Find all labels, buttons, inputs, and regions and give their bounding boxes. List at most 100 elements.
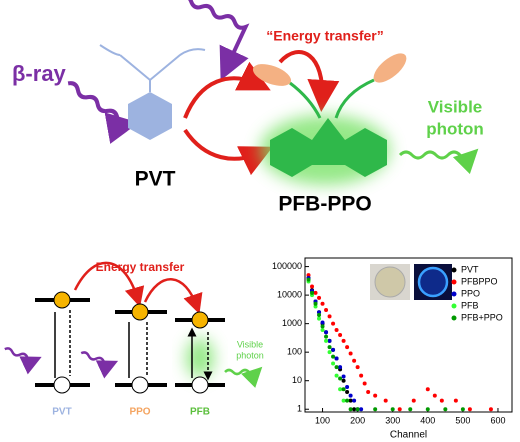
data-point xyxy=(443,407,448,412)
data-point xyxy=(327,314,332,319)
data-point xyxy=(324,334,329,339)
data-point xyxy=(341,338,346,343)
side-chain xyxy=(289,78,375,119)
data-point xyxy=(324,338,329,343)
data-point xyxy=(341,374,346,379)
legend-marker xyxy=(451,315,457,321)
data-point xyxy=(334,365,339,370)
data-point xyxy=(306,277,311,282)
data-point xyxy=(313,290,318,295)
electron xyxy=(131,303,149,321)
data-point xyxy=(341,398,346,403)
data-point xyxy=(348,393,353,398)
chart: 1 10 100 1000 10000 100000 100 200 300 400 500 600 C… xyxy=(272,257,513,441)
data-point xyxy=(331,361,336,366)
data-point xyxy=(331,354,336,359)
data-point xyxy=(348,398,353,403)
data-point xyxy=(338,365,343,370)
x-tick-label: 300 xyxy=(385,415,400,425)
x-tick-label: 100 xyxy=(315,415,330,425)
label: β-ray xyxy=(12,61,67,86)
label: photon xyxy=(426,119,484,138)
label: Visible xyxy=(428,97,483,116)
data-point xyxy=(359,407,364,412)
data-point xyxy=(453,398,458,403)
data-point xyxy=(359,373,364,378)
data-point xyxy=(324,308,329,313)
data-point xyxy=(383,398,388,403)
data-point xyxy=(338,376,343,381)
label: PFB-PPO xyxy=(278,193,371,216)
data-point xyxy=(327,338,332,343)
y-tick-label: 1 xyxy=(297,404,302,414)
glow xyxy=(186,338,214,378)
legend-marker xyxy=(451,291,457,297)
photon-wave xyxy=(398,148,479,175)
legend-marker xyxy=(451,279,457,285)
data-point xyxy=(338,333,343,337)
ppo-unit xyxy=(252,64,292,86)
excite-arrow xyxy=(54,312,192,378)
data-point xyxy=(334,373,339,378)
data-point xyxy=(327,345,332,350)
data-point xyxy=(334,356,339,361)
data-point xyxy=(306,273,311,278)
data-point xyxy=(317,313,322,318)
data-point xyxy=(373,393,378,398)
data-point xyxy=(408,407,413,412)
x-tick-label: 400 xyxy=(420,415,435,425)
pfb-ring xyxy=(312,118,345,165)
ppo-unit xyxy=(373,53,407,83)
data-point xyxy=(352,398,357,403)
top-diagram: β-ray “Energy transfer” Visible photon P… xyxy=(12,0,484,216)
y-tick-label: 1000 xyxy=(282,318,302,328)
x-tick-label: 500 xyxy=(455,415,470,425)
label: PFB xyxy=(190,407,210,418)
data-point xyxy=(317,316,322,321)
beta-wave xyxy=(4,347,42,375)
transfer-arrow xyxy=(73,261,145,308)
data-point xyxy=(327,350,332,355)
label: “Energy transfer” xyxy=(266,28,383,44)
photon-wave xyxy=(224,366,263,388)
data-point xyxy=(352,407,357,412)
relax-arrow xyxy=(69,310,208,376)
inset-photo xyxy=(417,266,449,298)
data-point xyxy=(352,358,357,363)
beta-wave xyxy=(67,81,139,144)
electron xyxy=(191,311,209,329)
data-point xyxy=(341,378,346,383)
data-point xyxy=(338,387,343,392)
pfb-ring xyxy=(270,128,312,177)
y-tick-label: 10 xyxy=(292,375,302,385)
hole xyxy=(131,376,149,394)
pfb-ring xyxy=(345,128,387,177)
transfer-arrow xyxy=(183,128,273,176)
y-tick-label: 10000 xyxy=(277,289,302,299)
data-point xyxy=(317,310,322,315)
data-point xyxy=(317,295,322,300)
data-point xyxy=(439,398,444,403)
data-point xyxy=(320,327,325,332)
data-point xyxy=(373,407,378,412)
legend-label: PFBPPO xyxy=(461,276,498,286)
data-point xyxy=(348,351,353,356)
data-point xyxy=(331,347,336,352)
energy-diagram: Energy transfer Visible photon PVT PPO P… xyxy=(4,260,264,418)
data-point xyxy=(467,407,472,412)
data-point xyxy=(362,381,367,386)
data-point xyxy=(310,290,315,295)
x-tick-label: 600 xyxy=(490,415,505,425)
data-point xyxy=(320,320,325,325)
electron xyxy=(53,291,71,309)
y-tick-label: 100000 xyxy=(272,261,302,271)
y-tick-label: 100 xyxy=(287,347,302,357)
transfer-arrow xyxy=(278,50,340,112)
label: PVT xyxy=(135,168,176,191)
beta-wave xyxy=(80,351,119,379)
label: Energy transfer xyxy=(96,260,185,274)
data-point xyxy=(411,398,416,403)
label: PPO xyxy=(129,407,150,418)
plot-frame xyxy=(304,257,513,413)
data-point xyxy=(432,393,437,398)
